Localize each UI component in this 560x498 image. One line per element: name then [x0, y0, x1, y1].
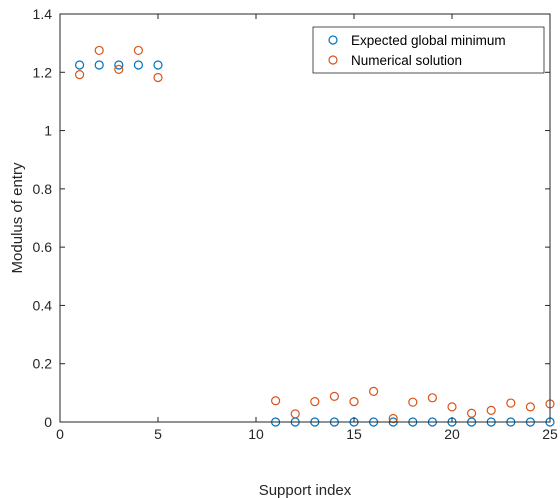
data-point-numerical-solution [74, 70, 85, 80]
y-tick-label: 0.8 [33, 181, 53, 197]
data-point-numerical-solution [349, 397, 359, 407]
data-point-numerical-solution [467, 408, 477, 418]
data-point-numerical-solution [388, 413, 398, 424]
x-tick-label: 0 [56, 426, 64, 442]
plot-background [60, 14, 550, 422]
data-point-numerical-solution [427, 393, 437, 403]
data-point-numerical-solution [310, 397, 320, 407]
data-point-numerical-solution [369, 386, 379, 396]
plot-frame [59, 13, 551, 423]
data-point-numerical-solution [447, 402, 457, 412]
y-tick-label: 1 [44, 123, 52, 139]
x-tick-label: 20 [444, 426, 460, 442]
data-point-expected-global-minimum [74, 60, 85, 70]
y-tick-label: 0.4 [33, 297, 53, 313]
legend-marker-numerical [328, 55, 338, 65]
data-point-numerical-solution [329, 391, 339, 401]
legend-box [312, 26, 545, 74]
data-point-numerical-solution [506, 398, 516, 408]
y-tick-label: 0.2 [33, 356, 53, 372]
legend-label-expected: Expected global minimum [351, 33, 506, 48]
data-point-numerical-solution [94, 45, 104, 56]
x-tick-label: 10 [248, 426, 264, 442]
legend: Expected global minimum Numerical soluti… [312, 26, 545, 74]
data-point-numerical-solution [153, 72, 163, 83]
data-point-expected-global-minimum [133, 60, 143, 70]
data-point-numerical-solution [133, 45, 143, 56]
y-tick-label: 1.4 [33, 6, 53, 22]
x-tick-label: 25 [542, 426, 558, 442]
axis-ticks: 0 5 10 15 20 25 0 0.2 0.4 0.6 0.8 1 1.2 1.4 [33, 6, 558, 442]
data-point-numerical-solution [290, 409, 300, 419]
data-point-numerical-solution [486, 405, 496, 415]
data-point-expected-global-minimum [94, 60, 104, 70]
data-point-numerical-solution [408, 397, 418, 407]
data-point-expected-global-minimum [114, 60, 124, 70]
y-tick-label: 0 [44, 414, 52, 430]
x-tick-label: 5 [154, 426, 162, 442]
y-axis-label: Modulus of entry [9, 162, 26, 273]
data-point-numerical-solution [271, 396, 281, 406]
x-axis-label: Support index [259, 482, 352, 498]
data-point-numerical-solution [525, 402, 536, 412]
data-point-numerical-solution [114, 64, 124, 74]
y-tick-label: 1.2 [33, 64, 53, 80]
y-tick-label: 0.6 [33, 239, 53, 255]
x-tick-label: 15 [346, 426, 362, 442]
legend-label-numerical: Numerical solution [351, 53, 462, 68]
legend-marker-expected [328, 35, 338, 45]
data-point-expected-global-minimum [153, 60, 163, 70]
